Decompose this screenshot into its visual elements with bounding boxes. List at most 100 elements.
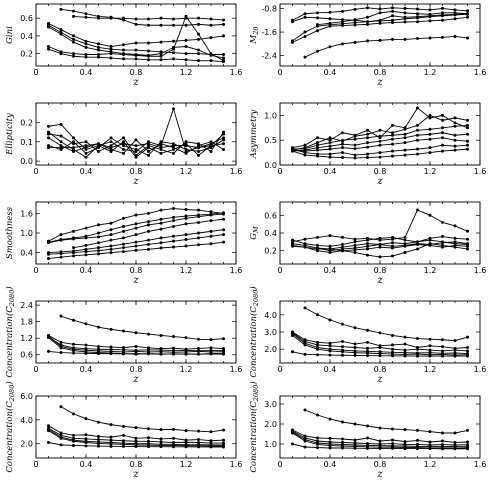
data-point bbox=[72, 318, 75, 322]
data-point bbox=[97, 420, 100, 424]
data-point bbox=[172, 427, 175, 431]
data-point bbox=[316, 24, 319, 28]
data-point bbox=[378, 128, 382, 132]
x-tick-label: 0.8 bbox=[374, 68, 387, 77]
plot-frame bbox=[35, 300, 237, 364]
data-point bbox=[147, 41, 150, 45]
data-point bbox=[122, 229, 125, 233]
data-point bbox=[453, 431, 457, 435]
data-point bbox=[134, 445, 138, 449]
data-point bbox=[222, 438, 225, 442]
data-point bbox=[466, 440, 469, 444]
data-point bbox=[378, 446, 382, 450]
data-point bbox=[353, 250, 357, 254]
y-tick-label: 1.2 bbox=[20, 334, 33, 343]
data-point bbox=[159, 246, 163, 250]
data-point bbox=[416, 7, 419, 11]
x-tick-label: 0.4 bbox=[324, 365, 337, 374]
data-point bbox=[172, 207, 175, 211]
data-point bbox=[159, 352, 163, 356]
data-point bbox=[303, 12, 307, 16]
data-point bbox=[222, 138, 225, 142]
data-point bbox=[403, 11, 407, 15]
data-point bbox=[84, 52, 88, 56]
x-tick-label: 0.4 bbox=[80, 460, 93, 469]
data-point bbox=[197, 441, 200, 444]
data-point bbox=[134, 349, 138, 353]
data-point bbox=[84, 441, 88, 444]
data-point bbox=[109, 352, 113, 356]
data-point bbox=[391, 37, 394, 41]
data-point bbox=[303, 55, 307, 59]
y-axis-label-suffix: ) bbox=[4, 286, 15, 290]
data-point bbox=[184, 151, 188, 155]
data-point bbox=[316, 340, 319, 344]
data-point bbox=[222, 240, 225, 244]
data-point bbox=[197, 349, 200, 353]
data-point bbox=[122, 236, 125, 240]
data-point bbox=[466, 354, 469, 358]
data-point bbox=[428, 113, 432, 117]
data-point bbox=[134, 331, 138, 335]
data-point bbox=[184, 208, 188, 212]
data-point bbox=[197, 215, 200, 219]
data-point bbox=[466, 346, 469, 349]
data-point bbox=[84, 144, 88, 148]
data-point bbox=[172, 144, 175, 148]
data-point bbox=[403, 6, 407, 10]
data-point bbox=[416, 106, 419, 110]
data-point bbox=[122, 148, 125, 151]
y-tick-label: 0.4 bbox=[264, 229, 277, 238]
data-point bbox=[403, 148, 407, 152]
data-point bbox=[378, 354, 382, 358]
y-axis-label-subscript: 2080 bbox=[252, 290, 260, 308]
data-point bbox=[97, 246, 100, 250]
y-axis-label-suffix: ) bbox=[248, 381, 259, 385]
data-point bbox=[197, 32, 200, 36]
data-point bbox=[72, 439, 75, 443]
data-point bbox=[134, 248, 138, 252]
x-tick-label: 0 bbox=[277, 266, 282, 275]
data-point bbox=[172, 47, 175, 51]
data-point bbox=[222, 212, 225, 216]
panel-4: 0 0.4 0.8 1.2 1.6 0.0 0.5 1.0 z Asymmetry bbox=[249, 102, 486, 187]
data-point bbox=[316, 141, 319, 145]
data-point bbox=[109, 146, 113, 150]
data-point bbox=[159, 333, 163, 337]
data-point bbox=[47, 45, 50, 49]
data-point bbox=[391, 254, 394, 258]
data-point bbox=[316, 243, 319, 247]
data-point bbox=[316, 148, 319, 152]
y-tick-label: 6.0 bbox=[20, 392, 33, 401]
data-point bbox=[453, 17, 457, 21]
data-point bbox=[84, 243, 88, 247]
data-point bbox=[403, 141, 407, 145]
data-point bbox=[222, 52, 225, 56]
data-point bbox=[147, 223, 150, 227]
data-point bbox=[59, 52, 63, 56]
data-point bbox=[428, 132, 432, 136]
data-point bbox=[72, 54, 75, 58]
y-tick-label: 0.2 bbox=[20, 118, 33, 127]
y-tick-label: 2.0 bbox=[264, 420, 277, 429]
data-point bbox=[184, 244, 188, 248]
data-point bbox=[197, 352, 200, 356]
data-point bbox=[134, 226, 138, 230]
y-axis-label-text: M bbox=[249, 35, 259, 45]
data-point bbox=[453, 351, 457, 355]
x-axis-label: z bbox=[376, 374, 383, 385]
y-tick-label: 0.4 bbox=[20, 249, 33, 258]
series-1-line bbox=[60, 8, 224, 26]
data-point bbox=[291, 333, 294, 337]
data-point bbox=[466, 12, 469, 16]
data-point bbox=[197, 221, 200, 225]
data-point bbox=[222, 132, 225, 136]
data-point bbox=[84, 226, 88, 230]
data-point bbox=[147, 238, 150, 242]
x-tick-label: 1.6 bbox=[230, 68, 243, 77]
data-point bbox=[328, 247, 332, 251]
data-point bbox=[97, 48, 100, 52]
data-point bbox=[172, 239, 175, 243]
data-point bbox=[441, 243, 444, 247]
data-point bbox=[84, 343, 88, 347]
